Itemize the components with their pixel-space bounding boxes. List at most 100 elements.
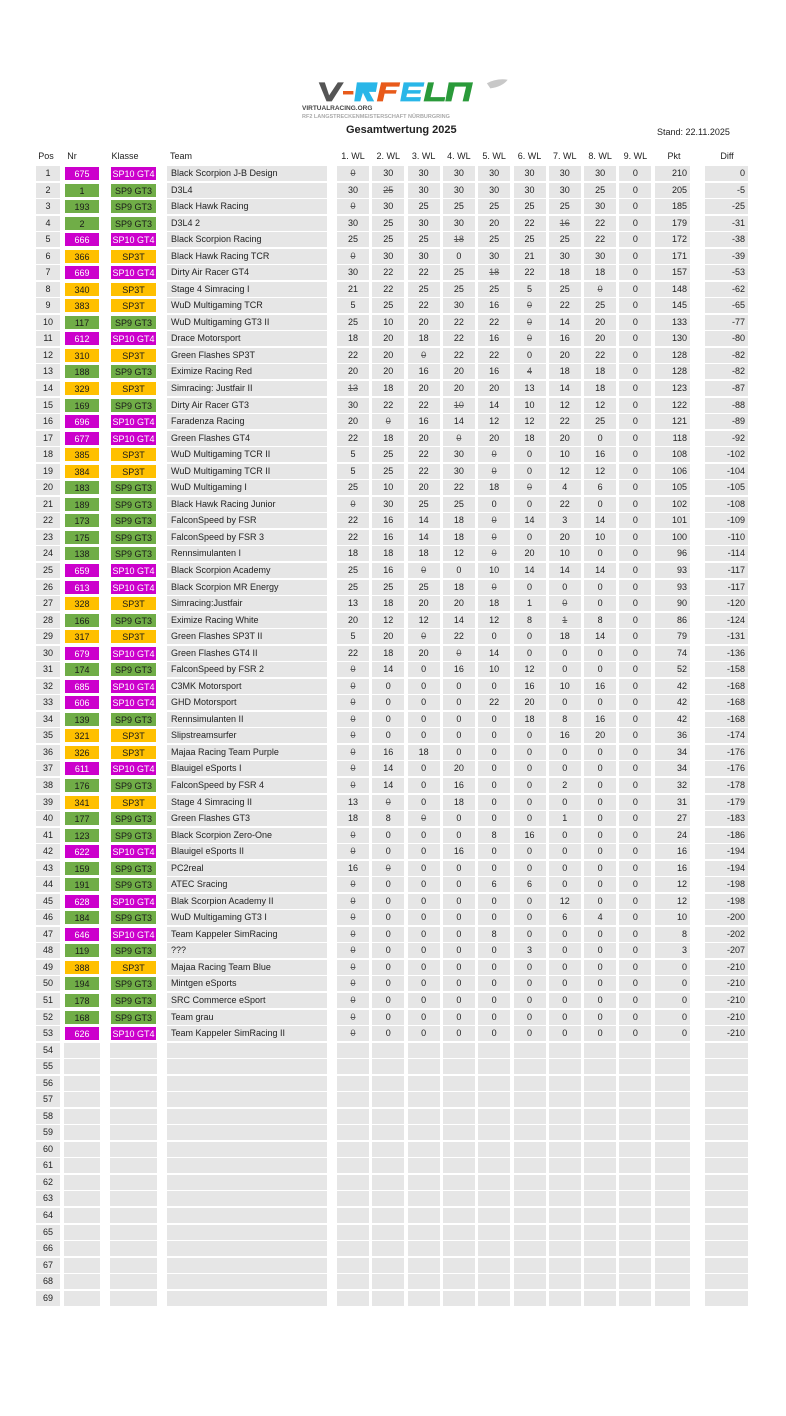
race-result: 0 [619,662,652,678]
car-number: 138 [64,546,100,562]
empty-cell [584,1042,617,1058]
car-number: 341 [64,794,100,810]
empty-cell [372,1059,405,1075]
empty-cell [64,1075,100,1091]
empty-cell [337,1257,369,1273]
empty-cell [619,1125,652,1141]
race-result: 0 [407,893,440,909]
class-badge: SP9 GT3 [110,182,157,198]
car-number: 622 [64,844,100,860]
race-result: 0 [442,711,475,727]
race-result: 0 [513,496,546,512]
page-title: Gesamtwertung 2025 [346,124,457,136]
race-result: 0 [619,827,652,843]
race-result: 0 [584,976,617,992]
race-result: 0 [372,877,405,893]
pos-cell: 48 [36,943,60,959]
class-badge: SP9 GT3 [110,1009,157,1025]
empty-cell [705,1158,748,1174]
empty-cell [407,1290,440,1306]
race-result: 22 [407,265,440,281]
points-total: 118 [655,430,690,446]
header-7-wl: 7. WL [553,151,577,161]
pos-cell: 2 [36,182,60,198]
race-result: 1 [513,596,546,612]
race-result: 0 [584,893,617,909]
race-result: 22 [442,314,475,330]
race-result: 0 [584,1026,617,1042]
car-number: 646 [64,926,100,942]
empty-cell [655,1075,690,1091]
race-result: 30 [584,199,617,215]
race-result: 16 [513,678,546,694]
class-badge: SP10 GT4 [110,695,157,711]
car-number: 2 [64,215,100,231]
class-badge: SP9 GT3 [110,215,157,231]
race-result: 5 [337,298,369,314]
points-diff: -207 [705,943,748,959]
race-result: 0 [619,546,652,562]
race-result: 20 [513,546,546,562]
pos-cell: 46 [36,910,60,926]
empty-cell [167,1075,327,1091]
race-result: 25 [584,414,617,430]
race-result: 25 [513,199,546,215]
race-result: 8 [584,612,617,628]
empty-cell [584,1092,617,1108]
race-result: 0 [372,1026,405,1042]
race-result: 21 [513,248,546,264]
points-diff: -176 [705,761,748,777]
race-result: 0 [619,314,652,330]
pos-cell: 66 [36,1241,60,1257]
race-result: 0 [407,926,440,942]
points-diff: -82 [705,347,748,363]
race-result: 0 [407,959,440,975]
race-result: 0 [372,1009,405,1025]
empty-cell [110,1191,157,1207]
points-total: 10 [655,910,690,926]
race-result: 18 [337,546,369,562]
race-result: 25 [337,579,369,595]
race-result: 0 [478,943,511,959]
pos-cell: 26 [36,579,60,595]
class-badge: SP9 GT3 [110,910,157,926]
team-name: WuD Multigaming GT3 I [167,910,327,926]
dropped-result: 4 [513,364,546,380]
team-name: Dirty Air Racer GT3 [167,397,327,413]
race-result: 0 [513,860,546,876]
empty-cell [337,1224,369,1240]
empty-cell [705,1174,748,1190]
team-name: WuD Multigaming TCR II [167,447,327,463]
car-number: 385 [64,447,100,463]
pos-cell: 25 [36,562,60,578]
empty-cell [442,1174,475,1190]
empty-cell [584,1141,617,1157]
race-result: 0 [584,645,617,661]
race-result: 0 [548,579,581,595]
car-number: 310 [64,347,100,363]
race-result: 20 [442,596,475,612]
team-name: Black Scorpion J-B Design [167,166,327,181]
empty-cell [407,1191,440,1207]
race-result: 22 [372,397,405,413]
race-result: 14 [407,513,440,529]
race-result: 22 [478,314,511,330]
race-result: 0 [584,827,617,843]
race-result: 0 [407,695,440,711]
empty-cell [705,1224,748,1240]
points-total: 42 [655,678,690,694]
car-number: 194 [64,976,100,992]
race-result: 12 [478,414,511,430]
pos-cell: 64 [36,1208,60,1224]
points-total: 79 [655,629,690,645]
pos-cell: 15 [36,397,60,413]
empty-cell [584,1224,617,1240]
race-result: 12 [513,662,546,678]
team-name: Green Flashes GT4 II [167,645,327,661]
race-result: 0 [372,976,405,992]
dropped-result: 13 [337,381,369,397]
empty-cell [705,1108,748,1124]
race-result: 0 [619,364,652,380]
race-result: 22 [442,629,475,645]
empty-cell [372,1241,405,1257]
